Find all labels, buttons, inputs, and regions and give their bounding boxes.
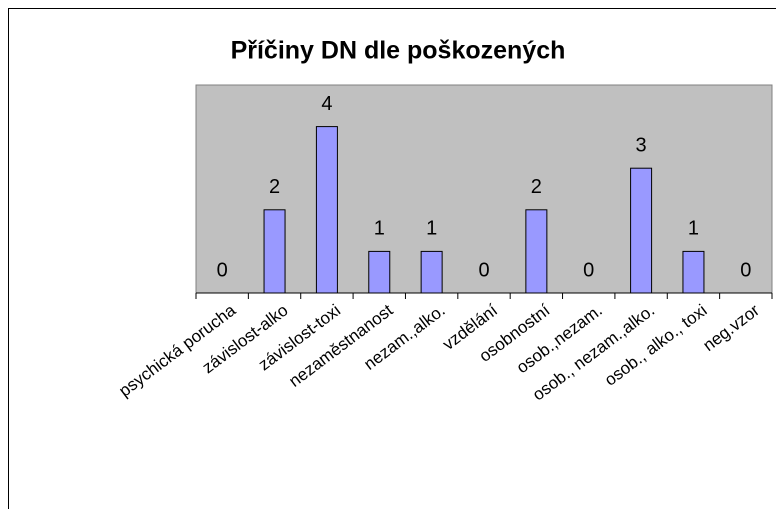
bar (420, 250, 443, 294)
data-label: 0 (217, 259, 228, 281)
bar (630, 167, 653, 294)
data-label: 3 (636, 134, 647, 156)
data-label: 0 (740, 259, 751, 281)
bar (315, 126, 338, 294)
data-label: 2 (531, 176, 542, 198)
bar (525, 209, 548, 294)
data-label: 2 (269, 176, 280, 198)
plot-area (195, 84, 773, 294)
bar (368, 250, 391, 294)
data-label: 1 (688, 218, 699, 240)
chart-title: Příčiny DN dle poškozených (231, 37, 566, 65)
data-label: 0 (583, 259, 594, 281)
bar (263, 209, 286, 294)
bar (682, 250, 705, 294)
data-label: 0 (478, 259, 489, 281)
data-label: 1 (374, 218, 385, 240)
data-label: 4 (321, 93, 332, 115)
data-label: 1 (426, 218, 437, 240)
